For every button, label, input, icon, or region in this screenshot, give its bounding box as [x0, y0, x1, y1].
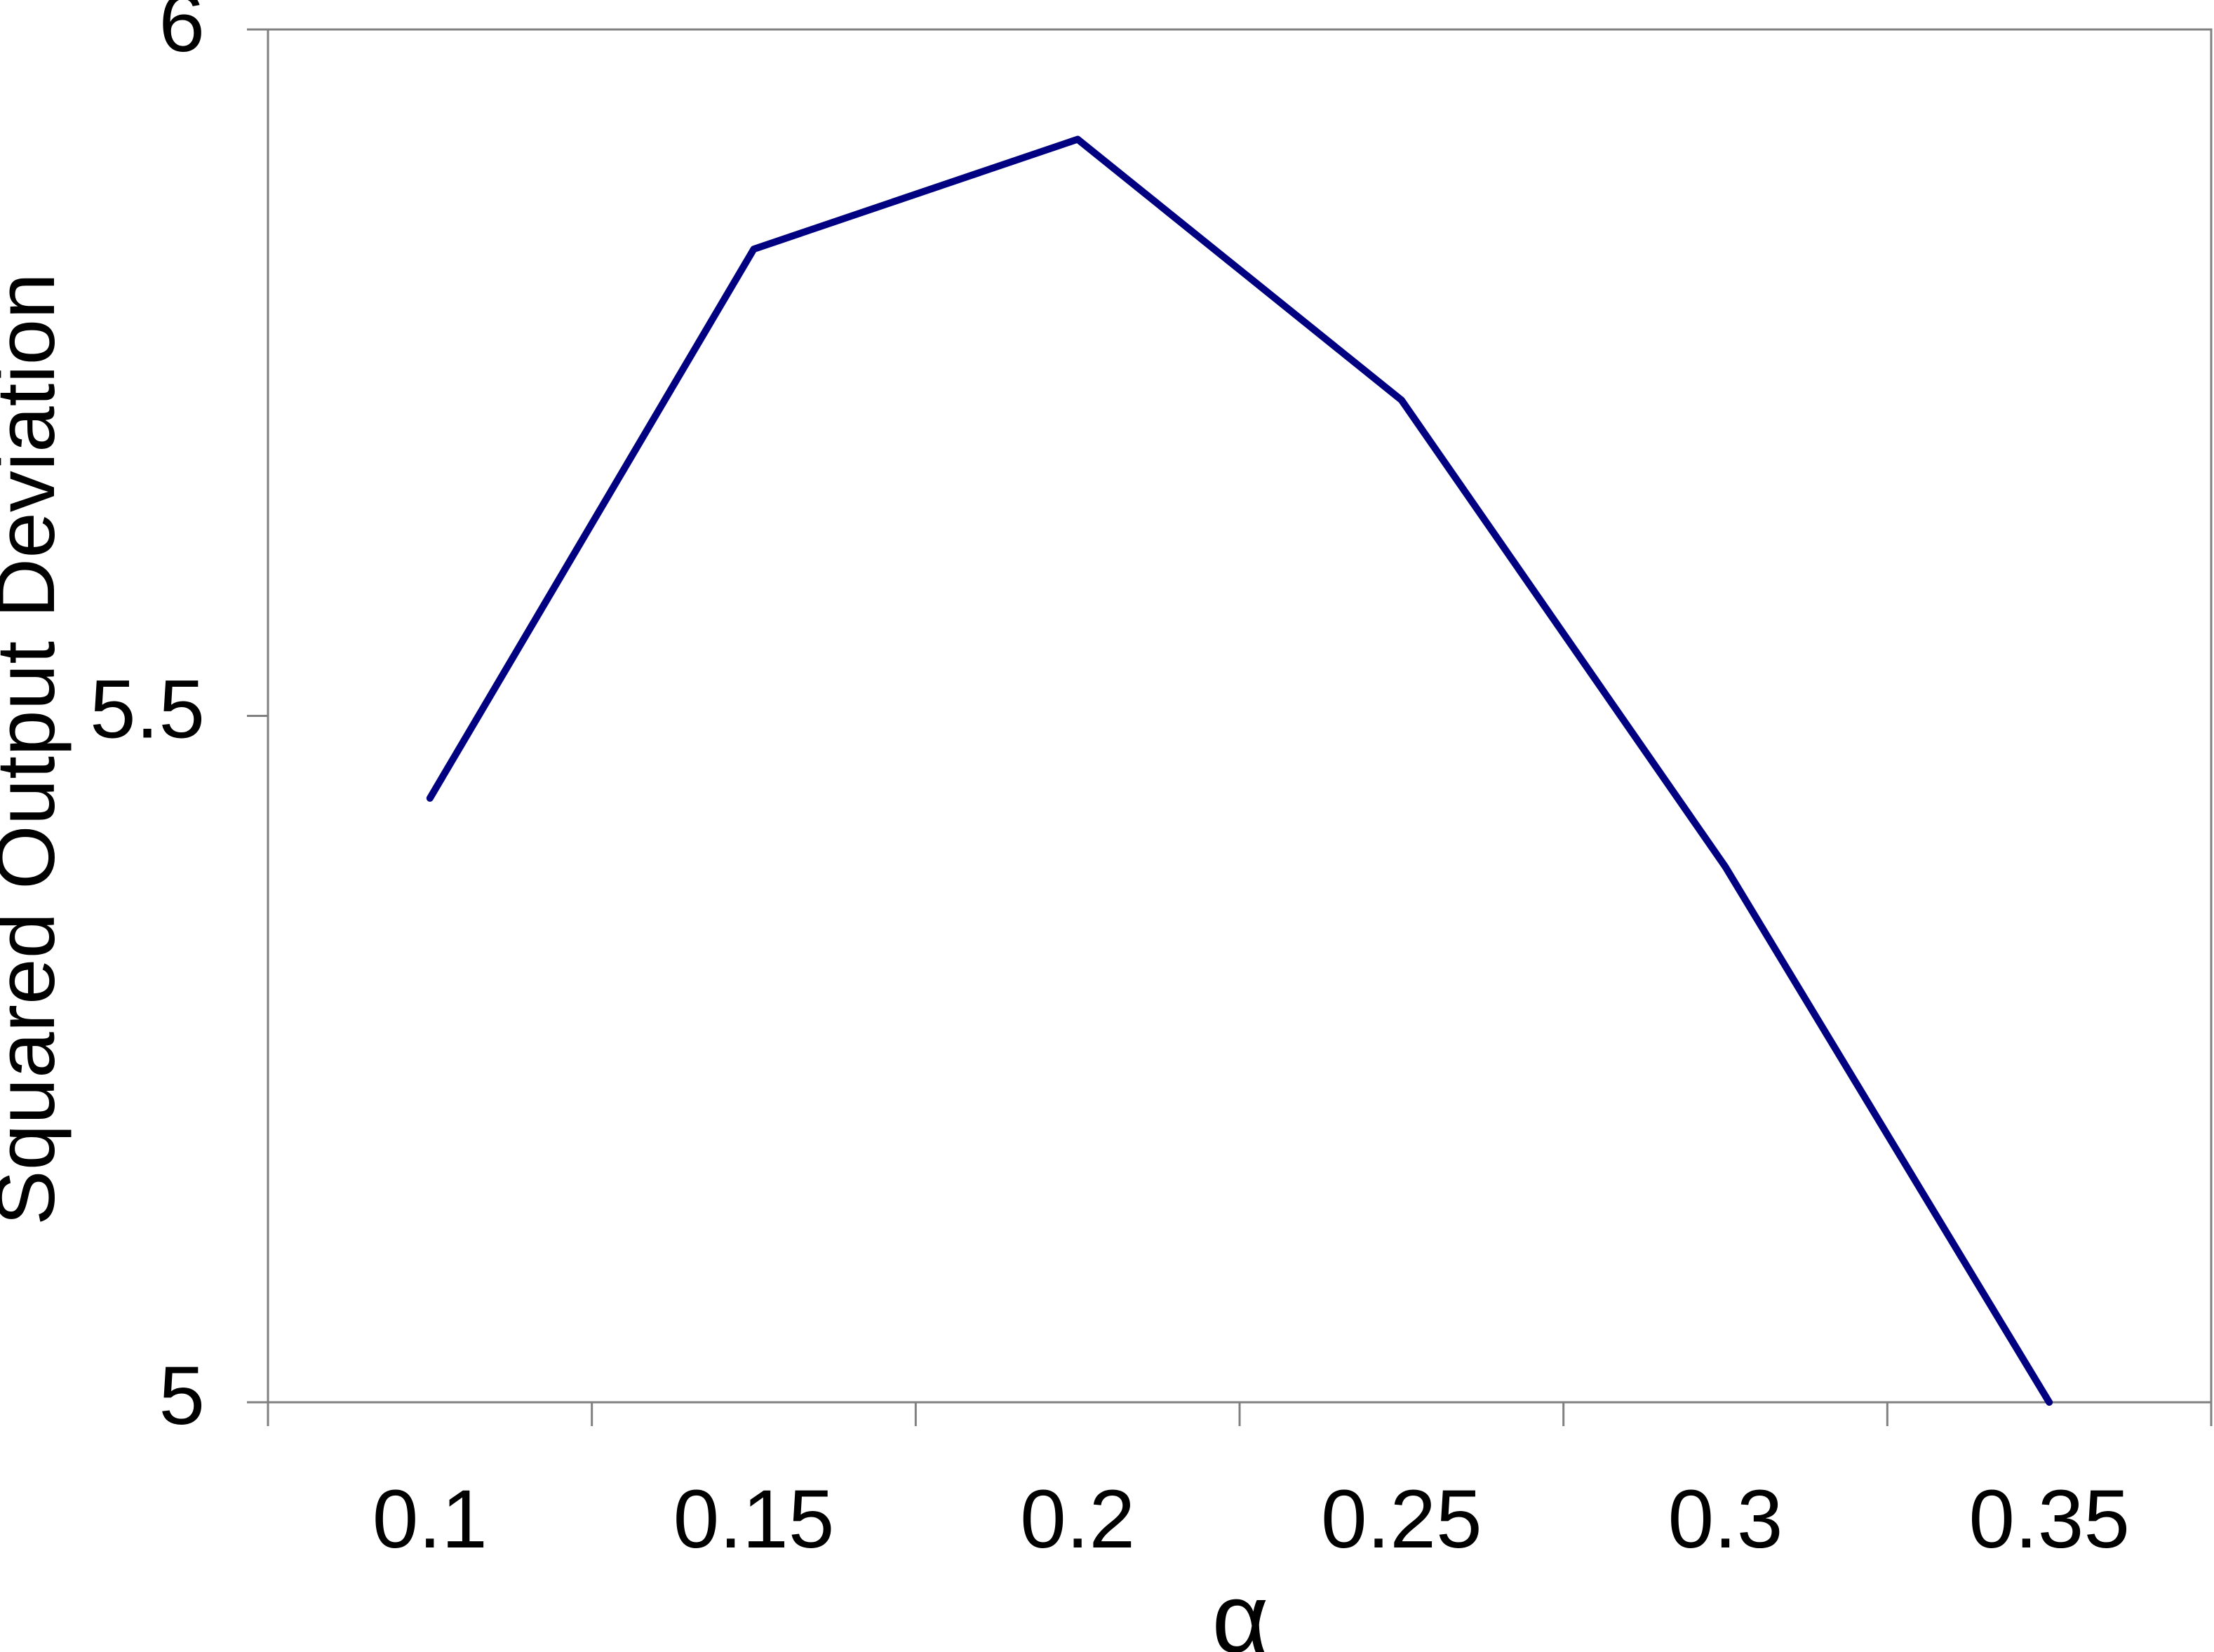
x-axis-title: α — [1212, 1563, 1269, 1652]
x-tick-label: 0.25 — [1321, 1473, 1482, 1566]
data-line — [426, 135, 2053, 1406]
y-tick-label: 6 — [159, 0, 205, 69]
x-tick-label: 0.1 — [373, 1473, 488, 1566]
x-tick-label: 0.35 — [1968, 1473, 2130, 1566]
x-tick-label: 0.2 — [1020, 1473, 1135, 1566]
plot-frame — [267, 28, 2213, 1404]
x-tick-label: 0.3 — [1668, 1473, 1783, 1566]
y-axis-title: Squared Output Deviation — [0, 273, 72, 1225]
y-tick-label: 5.5 — [90, 664, 205, 756]
y-tick-label: 5 — [159, 1350, 205, 1442]
x-tick-label: 0.15 — [673, 1473, 835, 1566]
